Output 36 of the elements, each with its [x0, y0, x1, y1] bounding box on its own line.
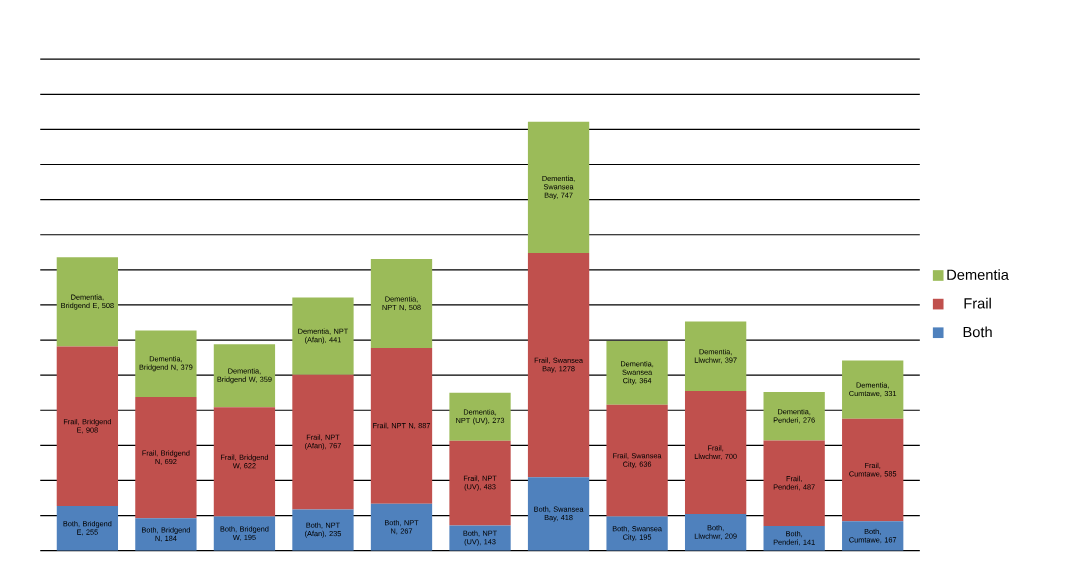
bar	[763, 440, 825, 526]
bar	[449, 392, 511, 441]
bar	[527, 121, 590, 253]
bar	[213, 344, 276, 408]
bar	[684, 321, 747, 391]
bar	[684, 391, 747, 514]
bar	[606, 404, 668, 517]
bar	[213, 407, 276, 517]
bar	[842, 521, 904, 551]
bar	[684, 513, 747, 551]
bar	[135, 396, 197, 519]
bar	[606, 516, 668, 551]
bar	[292, 374, 354, 510]
bar	[842, 360, 904, 419]
bar	[56, 257, 119, 347]
bar	[370, 503, 433, 551]
bar	[763, 391, 825, 441]
bar	[292, 509, 354, 551]
bar	[135, 518, 197, 551]
bar	[606, 340, 668, 405]
legend-label: Frail	[964, 297, 991, 309]
bar	[370, 348, 433, 504]
bar	[292, 297, 354, 375]
bar	[527, 252, 590, 478]
bar	[449, 440, 511, 526]
bar	[449, 525, 511, 551]
bar	[213, 516, 276, 551]
bar	[56, 346, 119, 506]
bar	[527, 477, 590, 551]
bar	[370, 258, 433, 348]
bar	[842, 418, 904, 522]
bar	[763, 525, 825, 551]
legend-label: Both	[963, 326, 992, 338]
bar	[56, 505, 119, 551]
legend-label: Dementia	[947, 269, 1009, 280]
bar	[135, 330, 197, 397]
